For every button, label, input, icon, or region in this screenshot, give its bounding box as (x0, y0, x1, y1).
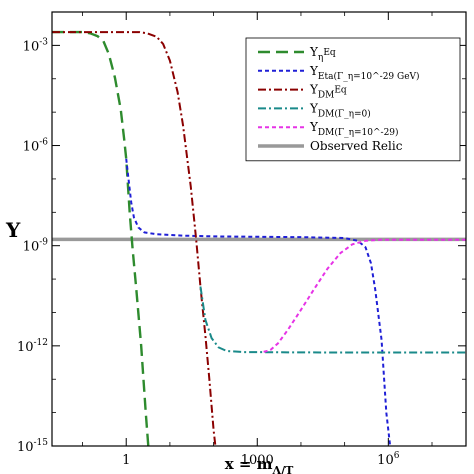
legend-label-y-eq: YηEq​ (309, 45, 336, 63)
x-axis-label: x = mΛ/T​ (225, 455, 294, 474)
ticks-layer: 1 1000 106​ 10-3​ 10-6​ 10-9​ 10-12​ 10-15​ (17, 11, 466, 468)
series-line-y-eta-10-29-gev (125, 158, 392, 446)
series-line-y-dm-10-29 (263, 238, 466, 353)
series-line-y-dm-0 (199, 286, 466, 354)
legend-label-y-eta-10-29-gev: YEta(Γ_η=10^-29 GeV)​ (309, 64, 420, 82)
series-line-y-eq (52, 30, 150, 446)
legend: YηEq​YEta(Γ_η=10^-29 GeV)​YDMEq​YDM(Γ_η=… (245, 37, 461, 162)
y-tick-label: 10-12​ (17, 338, 48, 355)
plot-frame (51, 11, 467, 447)
legend-label-y-dm-0: YDM(Γ_η=0)​ (309, 101, 371, 119)
legend-label-y-dm-eq: YDMEq​ (309, 83, 347, 101)
y-tick-label: 10-3​ (23, 37, 49, 54)
y-tick-label: 10-6​ (23, 138, 49, 155)
legend-label-observed-relic: Observed Relic (310, 139, 403, 153)
series-line-y-dm-eq (52, 31, 217, 446)
y-tick-label: 10-9​ (23, 238, 49, 255)
y-axis-label: Y (5, 218, 21, 242)
y-tick-label: 10-15​ (17, 438, 48, 455)
x-tick-label: 1000 (241, 453, 274, 468)
x-tick-label: 1 (122, 453, 130, 468)
legend-label-y-dm-10-29: YDM(Γ_η=10^-29)​ (309, 120, 399, 138)
x-tick-label: 106​ (377, 451, 400, 468)
plot-area (52, 30, 466, 446)
series-layer (52, 30, 466, 446)
legend-box (245, 37, 461, 162)
